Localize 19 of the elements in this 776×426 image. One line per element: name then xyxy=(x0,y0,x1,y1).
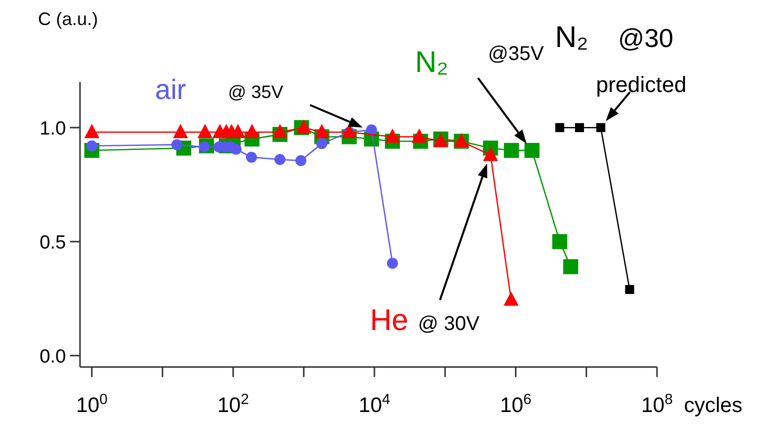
text: @35V xyxy=(488,43,545,65)
x-tick-label: 10$^{4}$ xyxy=(358,392,390,417)
y-axis-title: C (a.u.) xyxy=(38,9,98,29)
text: He xyxy=(370,304,408,337)
x-tick-label: 10$^{0}$ xyxy=(76,392,108,417)
x-axis-title: cycles xyxy=(684,394,742,417)
x-tick-label: 10$^{6}$ xyxy=(500,392,532,417)
annotation: @ 35V xyxy=(228,82,284,102)
annotation: @ 30V xyxy=(418,313,480,335)
y-tick-label: 0.0 xyxy=(40,346,66,368)
x-tick-label: 10$^{2}$ xyxy=(217,392,249,417)
series-label: air xyxy=(155,74,186,105)
text: N₂ xyxy=(555,21,588,54)
text: @30 xyxy=(618,23,674,53)
annotation: predicted xyxy=(596,72,687,97)
x-tick-label: 10$^{8}$ xyxy=(641,392,673,417)
y-tick-label: 1.0 xyxy=(40,118,66,140)
series-label: N₂ xyxy=(415,46,448,79)
y-tick-label: 0.5 xyxy=(40,232,66,254)
